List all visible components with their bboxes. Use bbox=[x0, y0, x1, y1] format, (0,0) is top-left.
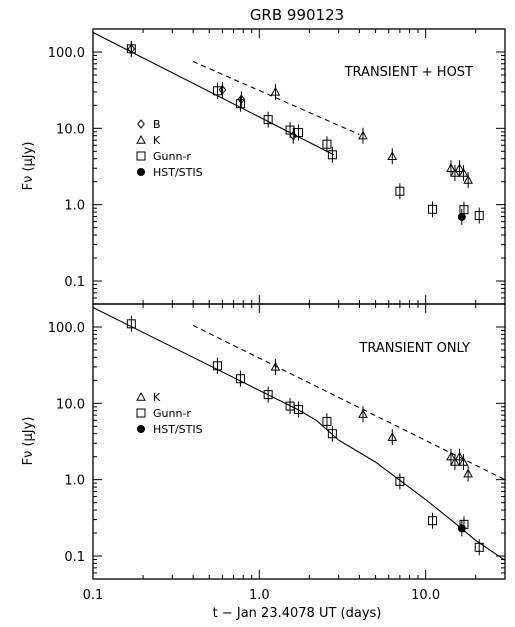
data-point-k bbox=[463, 468, 473, 478]
y-tick-label: 100.0 bbox=[48, 46, 85, 61]
data-point-k bbox=[270, 86, 281, 96]
data-point-k bbox=[270, 361, 281, 371]
data-point-gunn-r bbox=[322, 416, 332, 426]
data-point-k bbox=[463, 175, 473, 184]
y-tick-label: 1.0 bbox=[64, 199, 85, 214]
data-point-gunn-r bbox=[322, 139, 332, 149]
data-point-k bbox=[454, 451, 465, 461]
data-point-hst-stis bbox=[457, 212, 466, 221]
legend-marker-gunn-r bbox=[136, 151, 146, 161]
data-point-gunn-r bbox=[474, 211, 484, 221]
legend-label-hst-stis: HST/STIS bbox=[153, 166, 203, 179]
panel-transient-plus-host: Fν (μJy) TRANSIENT + HOST 0.1 1.0 10.0 100.… bbox=[21, 28, 506, 305]
y-tick-label: 0.1 bbox=[64, 275, 85, 290]
data-point-k bbox=[358, 130, 368, 140]
x-axis-label: t − Jan 23.4078 UT (days) bbox=[213, 606, 382, 621]
chart-title: GRB 990123 bbox=[250, 6, 344, 24]
data-point-gunn-r bbox=[395, 476, 405, 486]
data-point-gunn-r bbox=[263, 390, 273, 400]
data-point-k bbox=[454, 163, 465, 172]
data-point-gunn-r bbox=[474, 542, 484, 552]
data-point-gunn-r bbox=[263, 115, 273, 125]
data-point-k bbox=[387, 432, 398, 441]
data-point-gunn-r bbox=[327, 429, 337, 439]
data-point-gunn-r bbox=[395, 186, 405, 196]
y-tick-label: 1.0 bbox=[64, 474, 85, 489]
x-tick-label: 0.1 bbox=[83, 588, 104, 603]
y-axis-label: Fν (μJy) bbox=[21, 417, 36, 466]
data-point-hst-stis bbox=[457, 524, 466, 533]
data-point-b bbox=[237, 94, 246, 105]
x-tick-label: 10.0 bbox=[411, 588, 440, 603]
data-point-gunn-r bbox=[293, 128, 303, 138]
data-point-gunn-r bbox=[428, 516, 438, 526]
legend-label-k: K bbox=[153, 134, 161, 147]
y-tick-label: 10.0 bbox=[56, 122, 85, 137]
legend-marker-hst-stis bbox=[137, 168, 145, 176]
panel-transient-only: Fν (μJy) TRANSIENT ONLY 0.1 1.0 10.0 100.0 K… bbox=[21, 303, 506, 580]
data-point-k bbox=[446, 451, 456, 461]
data-point-k bbox=[358, 409, 368, 418]
legend-marker-b bbox=[137, 119, 145, 129]
legend-marker-k bbox=[136, 134, 146, 144]
y-tick-label: 0.1 bbox=[64, 550, 85, 565]
legend-label-hst-stis: HST/STIS bbox=[153, 423, 203, 436]
legend-label-gunn-r: Gunn-r bbox=[153, 407, 191, 420]
data-point-gunn-r bbox=[428, 204, 438, 214]
legend-marker-hst-stis bbox=[137, 425, 145, 433]
data-point-b bbox=[218, 84, 227, 95]
legend-marker-k bbox=[136, 391, 146, 401]
data-point-gunn-r bbox=[212, 86, 222, 96]
legend-label-gunn-r: Gunn-r bbox=[153, 150, 191, 163]
data-point-k bbox=[450, 167, 460, 177]
panel-annotation: TRANSIENT + HOST bbox=[344, 65, 473, 80]
solid-model-line bbox=[92, 307, 506, 561]
dashed-model-line bbox=[192, 324, 506, 481]
x-tick-label: 1.0 bbox=[249, 588, 270, 603]
y-axis-label: Fν (μJy) bbox=[21, 142, 36, 191]
data-point-gunn-r bbox=[126, 319, 136, 329]
panel-annotation: TRANSIENT ONLY bbox=[358, 341, 470, 356]
dashed-model-line bbox=[192, 60, 360, 136]
data-point-gunn-r bbox=[212, 361, 222, 371]
data-point-k bbox=[458, 167, 469, 177]
data-point-k bbox=[450, 457, 460, 466]
data-point-gunn-r bbox=[327, 150, 337, 160]
y-tick-label: 10.0 bbox=[56, 397, 85, 412]
data-point-gunn-r bbox=[235, 374, 245, 384]
data-point-k bbox=[387, 151, 398, 161]
legend-label-k: K bbox=[153, 391, 161, 404]
data-point-gunn-r bbox=[235, 99, 245, 109]
data-point-k bbox=[458, 457, 469, 466]
data-point-gunn-r bbox=[293, 405, 303, 415]
data-point-k bbox=[446, 163, 456, 172]
panel-frame bbox=[92, 303, 506, 580]
y-tick-label: 100.0 bbox=[48, 321, 85, 336]
legend-marker-gunn-r bbox=[136, 408, 146, 418]
data-point-gunn-r bbox=[126, 44, 136, 54]
legend-label-b: B bbox=[153, 118, 161, 131]
